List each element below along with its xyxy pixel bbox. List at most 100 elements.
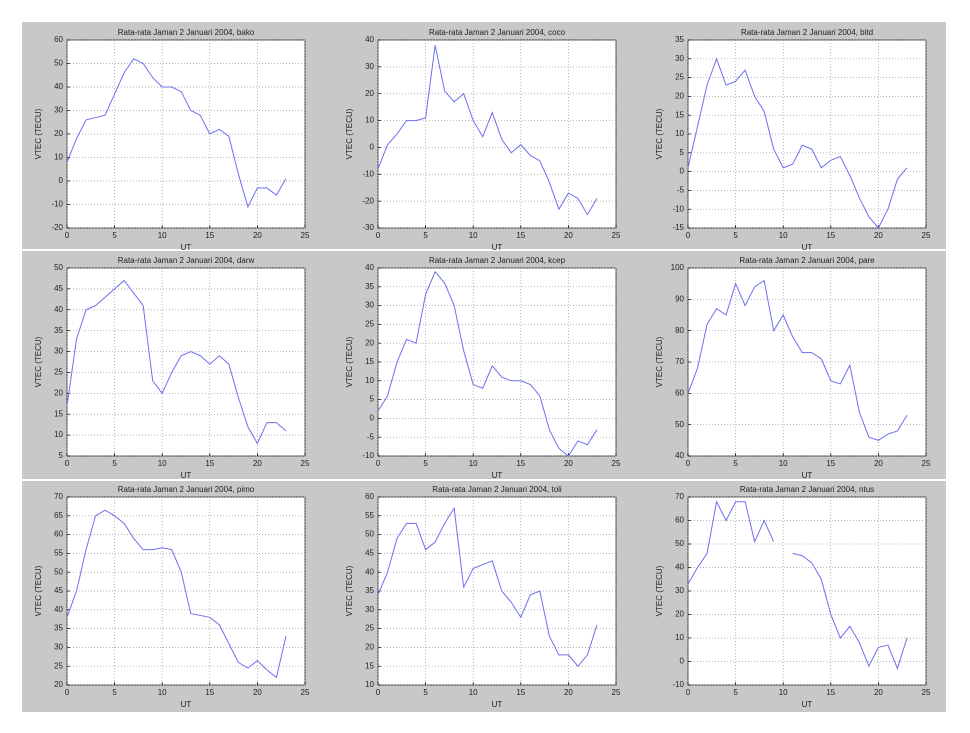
y-axis-label: VTEC (TECU): [345, 565, 354, 616]
y-tick-label: -20: [51, 223, 63, 232]
chart-title: Rata-rata Jaman 2 Januari 2004, bako: [118, 28, 255, 37]
y-tick-label: 0: [680, 167, 685, 176]
y-tick-label: -5: [677, 186, 685, 195]
x-tick-label: 5: [423, 688, 428, 697]
x-tick-label: 15: [205, 688, 214, 697]
y-tick-label: 30: [365, 62, 374, 71]
y-tick-label: 45: [54, 586, 63, 595]
y-tick-label: 50: [54, 59, 63, 68]
y-tick-label: 40: [675, 563, 684, 572]
y-tick-label: 45: [54, 284, 63, 293]
x-axis-label: UT: [492, 243, 503, 252]
x-tick-label: 20: [564, 688, 573, 697]
x-tick-label: 20: [564, 231, 573, 240]
y-tick-label: 20: [675, 92, 684, 101]
x-tick-label: 5: [733, 688, 738, 697]
plot-area: [377, 267, 617, 457]
y-tick-label: 40: [54, 82, 63, 91]
chart-title: Rata-rata Jaman 2 Januari 2004, coco: [429, 28, 566, 37]
y-tick-label: 20: [54, 388, 63, 397]
y-tick-label: 5: [370, 395, 375, 404]
x-tick-label: 10: [158, 459, 167, 468]
y-tick-label: 10: [675, 129, 684, 138]
y-tick-label: 35: [365, 282, 374, 291]
data-line: [687, 57, 908, 229]
y-tick-label: 0: [680, 657, 685, 666]
x-tick-label: 15: [826, 688, 835, 697]
y-tick-label: 70: [54, 492, 63, 501]
x-axis-label: UT: [802, 243, 813, 252]
y-tick-label: -20: [362, 196, 374, 205]
y-axis-label: VTEC (TECU): [655, 336, 664, 387]
y-tick-label: 60: [675, 516, 684, 525]
y-tick-label: 60: [675, 388, 684, 397]
y-axis-label: VTEC (TECU): [34, 565, 43, 616]
x-tick-label: 15: [826, 459, 835, 468]
y-tick-label: 25: [365, 624, 374, 633]
x-tick-label: 0: [65, 459, 70, 468]
y-axis-label: VTEC (TECU): [345, 336, 354, 387]
y-tick-label: 10: [54, 430, 63, 439]
y-tick-label: 10: [365, 680, 374, 689]
y-tick-label: 50: [675, 420, 684, 429]
x-tick-label: 25: [922, 688, 931, 697]
x-tick-label: 5: [112, 459, 117, 468]
x-axis-label: UT: [181, 700, 192, 709]
y-tick-label: -5: [367, 432, 375, 441]
plot-area: [66, 39, 306, 229]
x-tick-label: 5: [423, 231, 428, 240]
y-tick-label: 25: [365, 320, 374, 329]
y-tick-label: 20: [365, 643, 374, 652]
y-tick-label: 15: [675, 110, 684, 119]
x-tick-label: 10: [469, 459, 478, 468]
y-tick-label: 25: [54, 661, 63, 670]
y-tick-label: 60: [54, 530, 63, 539]
y-tick-label: -10: [672, 680, 684, 689]
x-tick-label: 0: [376, 459, 381, 468]
y-tick-label: -10: [672, 204, 684, 213]
data-line: [377, 45, 598, 216]
x-tick-label: 25: [301, 459, 310, 468]
y-tick-label: -10: [362, 451, 374, 460]
y-tick-label: 40: [54, 605, 63, 614]
y-tick-label: 20: [365, 89, 374, 98]
y-tick-label: 30: [54, 643, 63, 652]
x-tick-label: 25: [301, 688, 310, 697]
chart-title: Rata-rata Jaman 2 Januari 2004, darw: [118, 256, 255, 265]
y-tick-label: 50: [365, 530, 374, 539]
x-axis-label: UT: [181, 243, 192, 252]
y-tick-label: 15: [365, 357, 374, 366]
y-tick-label: 35: [54, 326, 63, 335]
x-tick-label: 25: [612, 459, 621, 468]
y-tick-label: 80: [675, 326, 684, 335]
x-tick-label: 25: [922, 231, 931, 240]
x-tick-label: 5: [112, 231, 117, 240]
y-tick-label: 5: [680, 148, 685, 157]
x-tick-label: 10: [779, 231, 788, 240]
x-tick-label: 10: [469, 231, 478, 240]
y-tick-label: 35: [54, 624, 63, 633]
x-tick-label: 15: [826, 231, 835, 240]
y-tick-label: 90: [675, 294, 684, 303]
y-tick-label: 40: [365, 35, 374, 44]
y-tick-label: 20: [365, 338, 374, 347]
y-tick-label: 70: [675, 492, 684, 501]
x-tick-label: 5: [733, 459, 738, 468]
x-axis-label: UT: [802, 700, 813, 709]
plot-area: [687, 267, 927, 457]
y-tick-label: 30: [675, 586, 684, 595]
y-tick-label: 10: [365, 376, 374, 385]
data-line: [66, 58, 287, 209]
y-tick-label: 60: [365, 492, 374, 501]
x-tick-label: 10: [779, 688, 788, 697]
x-tick-label: 10: [158, 688, 167, 697]
y-tick-label: 30: [675, 54, 684, 63]
x-tick-label: 10: [158, 231, 167, 240]
y-tick-label: 10: [365, 116, 374, 125]
y-tick-label: 70: [675, 357, 684, 366]
x-tick-label: 15: [516, 231, 525, 240]
chart-title: Rata-rata Jaman 2 Januari 2004, ntus: [740, 485, 874, 494]
x-tick-label: 15: [205, 459, 214, 468]
y-tick-label: 40: [365, 567, 374, 576]
y-tick-label: 30: [54, 347, 63, 356]
